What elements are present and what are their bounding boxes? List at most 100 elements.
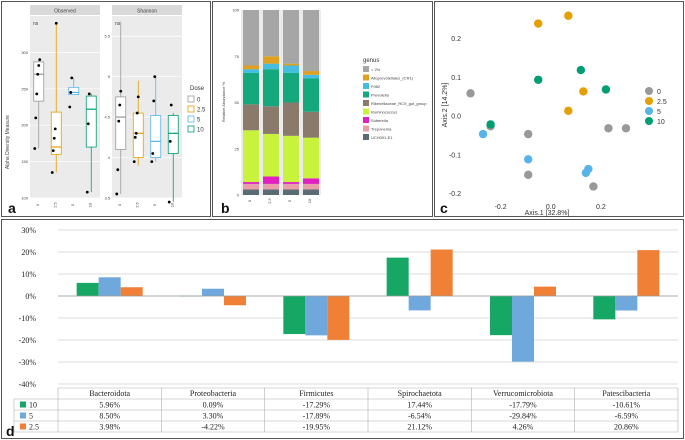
legend-key (20, 412, 26, 419)
data-point (118, 103, 122, 107)
bar (224, 296, 246, 306)
scatter-point (604, 124, 613, 133)
data-point (151, 152, 155, 155)
y-tick-label: 4.5 (104, 115, 110, 120)
x-tick-label: 0 (35, 203, 40, 206)
x-tick-label: 5 (70, 203, 75, 206)
box (167, 115, 179, 154)
bar (386, 257, 409, 296)
y-axis-label: Axis.2 [14.2%] (442, 83, 449, 128)
table-cell: -6.54% (408, 412, 432, 421)
bar (283, 296, 306, 335)
table-column-header: Bacteroidota (89, 389, 130, 398)
stacked-bar-segment (283, 183, 299, 190)
legend-label: Alloprevotellales_(CR1) (371, 76, 414, 81)
stacked-bar-segment (243, 182, 259, 184)
table-cell: 8.50% (99, 412, 120, 421)
pcoa-chart: -0.2 -0.1 0.0 0.1 0.2 -0.2 0.0 0.2 Axis.2 [14.2%… (440, 11, 667, 217)
x-tick-label: 2.5 (267, 197, 272, 203)
table-cell: -29.84% (509, 412, 537, 421)
y-tick-label: 30% (21, 226, 36, 235)
legend-label: 10 (29, 401, 37, 410)
scatter-point (576, 65, 586, 75)
scatter-point (564, 106, 573, 116)
stacked-bar-segment (243, 72, 259, 105)
legend-key (363, 125, 369, 132)
y-tick-label: 3.5 (104, 196, 110, 201)
bar (120, 287, 143, 296)
table-cell: -6.59% (615, 412, 639, 421)
stacked-bar-segment (243, 130, 259, 183)
x-tick-label: 10 (307, 198, 312, 203)
stacked-bar-segment (263, 176, 279, 184)
scatter-point (466, 89, 475, 98)
stacked-bar-segment (303, 74, 319, 79)
box (150, 115, 162, 158)
y-tick-label: -10% (19, 314, 37, 323)
scatter-point (523, 129, 533, 139)
stacked-bar-segment (263, 106, 279, 134)
stacked-bar-segment (283, 135, 299, 183)
table-cell: 17.44% (407, 401, 432, 410)
legend-key (20, 401, 26, 408)
legend-key (363, 108, 369, 115)
x-tick-label: 0 (247, 199, 252, 202)
table-cell: 5.96% (99, 401, 120, 410)
legend-label: Prevotella (371, 93, 390, 98)
legend-key (363, 83, 369, 89)
data-point (53, 127, 57, 131)
legend-label: Rikenellaceae_RC9_gut_group (371, 101, 427, 106)
relative-abundance-panel: 0 25 50 75 100 Relative Abundance % 0 2.5 5 10 gen… (212, 1, 433, 217)
legend-label: UCH001-E1 (371, 135, 393, 140)
y-tick-label: 50 (235, 100, 240, 105)
table-cell: -17.29% (303, 401, 331, 410)
legend-label: 2.5 (197, 108, 206, 114)
stacked-bar-segment (283, 182, 299, 184)
y-axis-label: Alpha Diversity Measure (5, 115, 11, 169)
legend-key (187, 105, 195, 113)
scatter-point (564, 11, 573, 20)
x-tick-label: 5 (287, 199, 292, 202)
stacked-bar-segment (263, 69, 279, 107)
stacked-bar-segment (243, 183, 259, 190)
bar (534, 286, 556, 296)
y-tick-label: -0.2 (449, 191, 461, 198)
legend-label: 5 (657, 109, 661, 116)
data-point (152, 99, 156, 103)
relative-abundance-chart: 0 25 50 75 100 Relative Abundance % 0 2.5 5 10 gen… (221, 8, 427, 217)
legend-title: Dose (190, 86, 205, 92)
table-cell: 0.09% (203, 401, 224, 410)
x-tick-label: 2.5 (52, 201, 57, 207)
table-cell: -10.61% (613, 401, 641, 410)
stacked-bar-segment (283, 102, 299, 136)
bar (512, 296, 534, 362)
bar (202, 288, 224, 296)
box (132, 112, 144, 158)
scatter-point (478, 129, 488, 139)
percent-change-chart: 30% 20% 10% 0% -10% -20% -30% -40% Bacteroidota P… (6, 226, 679, 439)
y-tick-label: 25 (235, 146, 240, 151)
data-point (50, 171, 54, 174)
data-point (68, 105, 72, 109)
stacked-bar-segment (303, 137, 319, 179)
scatter-point (589, 182, 598, 191)
stacked-bar-segment (263, 183, 279, 190)
bar (490, 296, 512, 336)
y-tick-label: 0.2 (451, 36, 461, 43)
stacked-bar-segment (243, 69, 259, 73)
scatter-point (621, 124, 631, 133)
y-tick-label: 75 (235, 54, 240, 59)
box (85, 95, 97, 148)
stacked-bar-segment (303, 10, 319, 72)
stacked-bar-segment (283, 189, 299, 195)
scatter-point (579, 87, 588, 96)
data-point (134, 131, 138, 135)
legend-label: 10 (197, 128, 204, 134)
legend-label: Ruminococcus (371, 110, 397, 115)
stacked-bar-segment (303, 111, 319, 138)
box (33, 61, 45, 102)
data-point (37, 64, 41, 67)
facet-strip (30, 5, 100, 15)
y-tick-label: 4 (108, 155, 111, 160)
y-tick-label: 5.5 (104, 34, 110, 39)
